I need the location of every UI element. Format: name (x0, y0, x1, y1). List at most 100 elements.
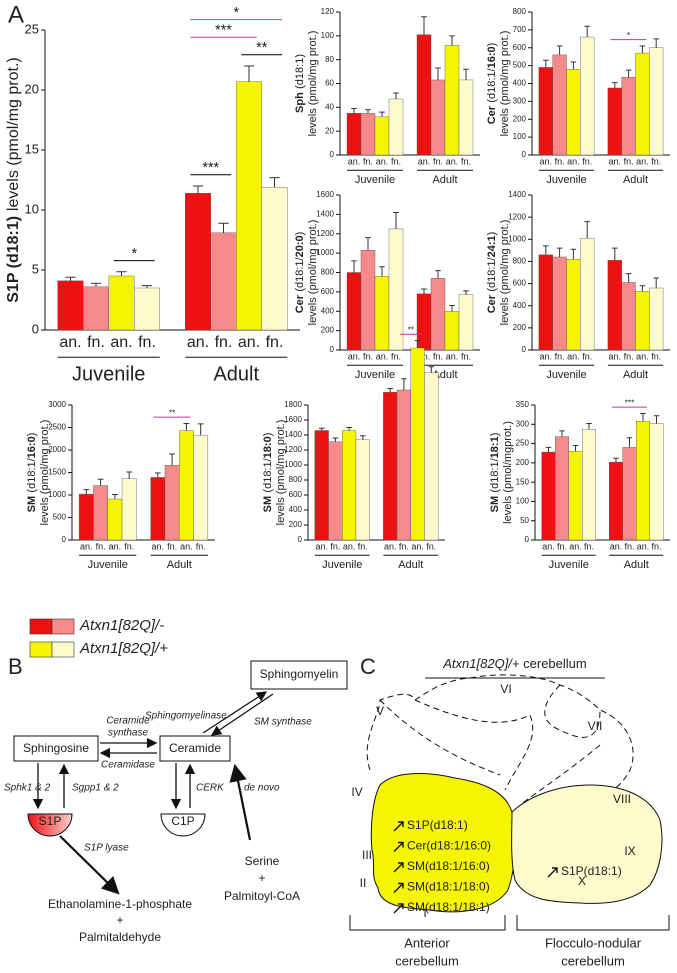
x-group-label: Adult (167, 559, 192, 571)
y-tick-label: 1200 (284, 445, 302, 454)
arrow (210, 693, 274, 736)
enzyme-label: SM synthase (254, 717, 312, 728)
error-bar (584, 221, 590, 239)
x-tick-label: fn. (555, 352, 565, 362)
y-tick-label: 200 (321, 326, 335, 335)
lobule-label: VIII (613, 792, 631, 806)
error-bar (116, 271, 127, 276)
significance-label: ** (256, 40, 268, 56)
y-label-part: SM (262, 496, 274, 513)
error-bar (613, 457, 619, 463)
bar (121, 478, 137, 541)
y-tick-label: 0 (32, 321, 39, 336)
y-label-part: 24:1 (486, 235, 498, 257)
x-tick-label: fn. (651, 542, 661, 552)
s1p-shape (27, 813, 73, 837)
arrows (32, 691, 274, 895)
bar (458, 294, 474, 351)
x-group-label: Adult (432, 174, 457, 186)
error-bar (154, 472, 161, 478)
enzyme-label: CERK (196, 783, 225, 794)
x-tick-label: fn. (138, 334, 156, 351)
x-group-label: Adult (624, 559, 649, 571)
y-label-part: 18:1 (489, 436, 501, 458)
significance-label: ** (408, 326, 415, 335)
error-bar (625, 69, 632, 78)
x-tick-label: an. (637, 542, 650, 552)
y-label-part: (d18:1/ (294, 256, 306, 291)
x-tick-label: fn. (582, 157, 592, 167)
x-tick-label: fn. (461, 352, 471, 362)
y-tick-label: 250 (516, 439, 530, 448)
y-axis-label: Cer (d18:1/16:0) (486, 43, 498, 125)
error-bar (463, 290, 469, 295)
significance-label: ** (169, 409, 176, 418)
increase-arrow (393, 903, 404, 914)
lobule-label: VII (588, 719, 603, 733)
bar (552, 256, 567, 351)
y-axis-label: SM (d18:1/18:1) (489, 433, 501, 513)
bar (538, 254, 553, 351)
x-group-label: Adult (432, 369, 457, 381)
x-group-label: Juvenile (546, 174, 586, 186)
y-tick-label: 1000 (508, 234, 526, 243)
legend-swatch (51, 618, 75, 635)
x-tick-label: fn. (624, 352, 634, 362)
x-tick-label: fn. (461, 157, 471, 167)
y-label-part: Cer (486, 294, 498, 313)
error-bar (183, 422, 190, 431)
bar (355, 439, 370, 541)
x-tick-label: fn. (624, 542, 634, 552)
y-tick-label: 600 (513, 279, 527, 288)
error-bar (421, 288, 427, 294)
x-tick-label: fn. (651, 352, 661, 362)
change-label: SM(d18:1/18:1) (407, 900, 490, 914)
y-label-part: levels (pmol/mg prot.) (5, 57, 22, 211)
metabolite-label: Ethanolamine-1-phosphate (48, 897, 192, 911)
y-tick-label: 1200 (316, 229, 334, 238)
y-label-part: 18:0 (262, 436, 274, 458)
bar (134, 287, 160, 331)
y-axis-label: S1P (d18:1) levels (pmol/mg prot.) (5, 57, 22, 302)
y-tick-label: 200 (289, 520, 303, 529)
y-tick-label: 1400 (284, 430, 302, 439)
y-label-part: Sph (294, 92, 306, 113)
bar (424, 372, 439, 541)
bar (150, 477, 166, 541)
error-bar (653, 415, 660, 424)
error-bar (351, 260, 357, 273)
significance-label: *** (625, 399, 635, 408)
error-bar (365, 237, 371, 251)
node-label: Ceramide (169, 741, 221, 755)
y-tick-label: 200 (516, 458, 530, 467)
y-label-part: ) (294, 232, 306, 236)
x-group-label: Juvenile (546, 369, 586, 381)
y-tick-label: 10 (25, 201, 39, 216)
node-label: Sphingosine (23, 741, 89, 755)
x-tick-label: an. (376, 157, 389, 167)
cerebellum-diagram: Atxn1[82Q]/+ cerebellum I II III IV V VI… (349, 656, 670, 968)
lobule-label: VI (500, 682, 511, 696)
x-tick-label: fn. (557, 542, 567, 552)
y-tick-label: 0 (522, 150, 527, 159)
x-tick-label: fn. (358, 542, 368, 552)
bar (108, 275, 135, 331)
y-tick-label: 50 (520, 516, 529, 525)
x-tick-label: an. (540, 157, 553, 167)
y-label-part: Cer (294, 294, 306, 313)
change-label: S1P(d18:1) (407, 818, 468, 832)
arrow (59, 835, 120, 895)
bar (649, 47, 664, 156)
x-tick-label: fn. (266, 334, 284, 351)
legend-label: Atxn1[82Q]/+ (79, 640, 168, 657)
y-label-part: (d18:1/ (486, 67, 498, 102)
x-group-label: Adult (398, 559, 423, 571)
error-bar (543, 59, 549, 68)
bar (552, 54, 567, 156)
y-tick-label: 400 (513, 79, 527, 88)
error-bar (653, 277, 659, 288)
error-bar (449, 35, 455, 46)
lobule-label: V (376, 704, 384, 718)
bar (388, 228, 404, 351)
bar (607, 260, 622, 351)
